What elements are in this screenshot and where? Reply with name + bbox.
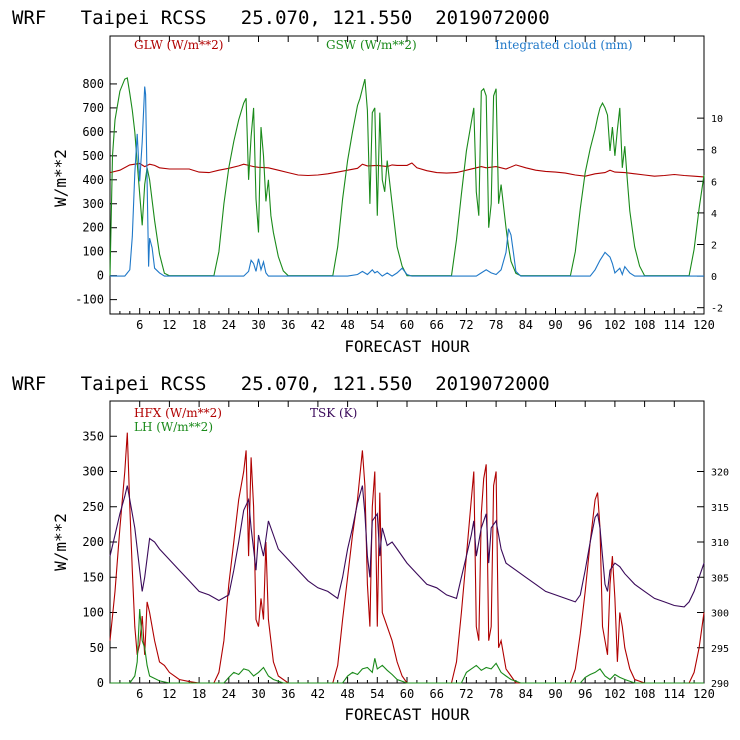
xtick-label: 48 xyxy=(340,687,354,701)
ytick-label: 350 xyxy=(82,429,104,443)
xtick-label: 54 xyxy=(370,687,384,701)
ytick-label: 200 xyxy=(82,221,104,235)
ytick-label: 800 xyxy=(82,77,104,91)
y2tick-label: 8 xyxy=(711,146,717,157)
xtick-label: 114 xyxy=(663,687,685,701)
panel-bottom-series xyxy=(109,432,705,684)
panel-top-ylabel: W/m**2 xyxy=(51,149,70,207)
ytick-label: 250 xyxy=(82,500,104,514)
legend-lh: LH (W/m**2) xyxy=(134,420,213,434)
panel-bottom-title: WRF Taipei RCSS 25.070, 121.550 20190720… xyxy=(12,373,550,395)
ytick-label: 500 xyxy=(82,149,104,163)
xtick-label: 6 xyxy=(136,687,143,701)
xtick-label: 120 xyxy=(693,318,715,332)
xtick-label: 72 xyxy=(459,318,473,332)
y2tick-label: 310 xyxy=(711,538,729,549)
xtick-label: 36 xyxy=(281,687,295,701)
ytick-label: 200 xyxy=(82,535,104,549)
legend-hfx: HFX (W/m**2) xyxy=(134,406,222,420)
xtick-label: 60 xyxy=(400,687,414,701)
y2tick-label: 290 xyxy=(711,679,729,690)
xtick-label: 42 xyxy=(311,318,325,332)
y2tick-label: 10 xyxy=(711,114,723,125)
y2tick-label: 315 xyxy=(711,503,729,514)
legend-gsw: GSW (W/m**2) xyxy=(326,38,417,52)
xtick-label: 96 xyxy=(578,318,592,332)
y2tick-label: 295 xyxy=(711,644,729,655)
ytick-label: -100 xyxy=(75,293,104,307)
xtick-label: 12 xyxy=(162,687,176,701)
y2tick-label: 305 xyxy=(711,573,729,584)
xtick-label: 72 xyxy=(459,687,473,701)
y2tick-label: 6 xyxy=(711,177,717,188)
series-line-hfx xyxy=(109,432,705,684)
legend-tsk: TSK (K) xyxy=(310,406,357,420)
xtick-label: 24 xyxy=(222,318,236,332)
xtick-label: 48 xyxy=(340,318,354,332)
xtick-label: 78 xyxy=(489,318,503,332)
xtick-label: 84 xyxy=(519,318,533,332)
legend-cloud: Integrated cloud (mm) xyxy=(495,38,633,52)
y2tick-label: 0 xyxy=(711,272,717,283)
ytick-label: 0 xyxy=(97,676,104,690)
ytick-label: 0 xyxy=(97,269,104,283)
panel-top-series xyxy=(109,77,705,277)
ytick-label: 600 xyxy=(82,125,104,139)
xtick-label: 90 xyxy=(548,687,562,701)
xtick-label: 12 xyxy=(162,318,176,332)
y2tick-label: -2 xyxy=(711,304,723,315)
series-line-lh xyxy=(110,608,704,684)
ytick-label: 300 xyxy=(82,197,104,211)
xtick-label: 6 xyxy=(136,318,143,332)
xtick-label: 18 xyxy=(192,318,206,332)
xtick-label: 84 xyxy=(519,687,533,701)
y2tick-label: 2 xyxy=(711,241,717,252)
xtick-label: 54 xyxy=(370,318,384,332)
xtick-label: 30 xyxy=(251,318,265,332)
xtick-label: 114 xyxy=(663,318,685,332)
panel-bottom-ticks: 6 12 18 24 30 36 42 48 54 60 66 72 78 84 90 96 102 108 114… xyxy=(82,401,729,701)
xtick-label: 66 xyxy=(429,318,443,332)
series-line-glw xyxy=(109,162,705,178)
xtick-label: 60 xyxy=(400,318,414,332)
panel-top-xlabel: FORECAST HOUR xyxy=(344,337,470,356)
y2tick-label: 320 xyxy=(711,468,729,479)
ytick-label: 100 xyxy=(82,245,104,259)
xtick-label: 66 xyxy=(429,687,443,701)
legend-glw: GLW (W/m**2) xyxy=(134,38,223,52)
ytick-label: 300 xyxy=(82,465,104,479)
ytick-label: 400 xyxy=(82,173,104,187)
xtick-label: 102 xyxy=(604,318,626,332)
panel-bottom-ylabel: W/m**2 xyxy=(51,513,70,571)
panel-bottom-xlabel: FORECAST HOUR xyxy=(344,705,470,724)
y2tick-label: 300 xyxy=(711,609,729,620)
xtick-label: 78 xyxy=(489,687,503,701)
xtick-label: 18 xyxy=(192,687,206,701)
xtick-label: 96 xyxy=(578,687,592,701)
series-line-gsw xyxy=(109,77,705,277)
series-line-integrated xyxy=(110,86,704,277)
panel-top-title: WRF Taipei RCSS 25.070, 121.550 20190720… xyxy=(12,7,550,29)
ytick-label: 100 xyxy=(82,606,104,620)
xtick-label: 36 xyxy=(281,318,295,332)
panel-bottom: WRF Taipei RCSS 25.070, 121.550 20190720… xyxy=(12,373,729,724)
xtick-label: 24 xyxy=(222,687,236,701)
series-line-tsk xyxy=(109,485,705,608)
panel-top: WRF Taipei RCSS 25.070, 121.550 20190720… xyxy=(12,7,723,356)
panel-top-ticks: 6 12 18 24 30 36 42 48 54 60 66 72 78 84 90 96 102 108 114… xyxy=(75,36,723,332)
xtick-label: 42 xyxy=(311,687,325,701)
xtick-label: 90 xyxy=(548,318,562,332)
ytick-label: 50 xyxy=(90,641,104,655)
xtick-label: 108 xyxy=(634,687,656,701)
xtick-label: 120 xyxy=(693,687,715,701)
ytick-label: 700 xyxy=(82,101,104,115)
xtick-label: 102 xyxy=(604,687,626,701)
y2tick-label: 4 xyxy=(711,209,717,220)
ytick-label: 150 xyxy=(82,570,104,584)
panel-bottom-plot-frame xyxy=(109,400,705,684)
xtick-label: 108 xyxy=(634,318,656,332)
xtick-label: 30 xyxy=(251,687,265,701)
